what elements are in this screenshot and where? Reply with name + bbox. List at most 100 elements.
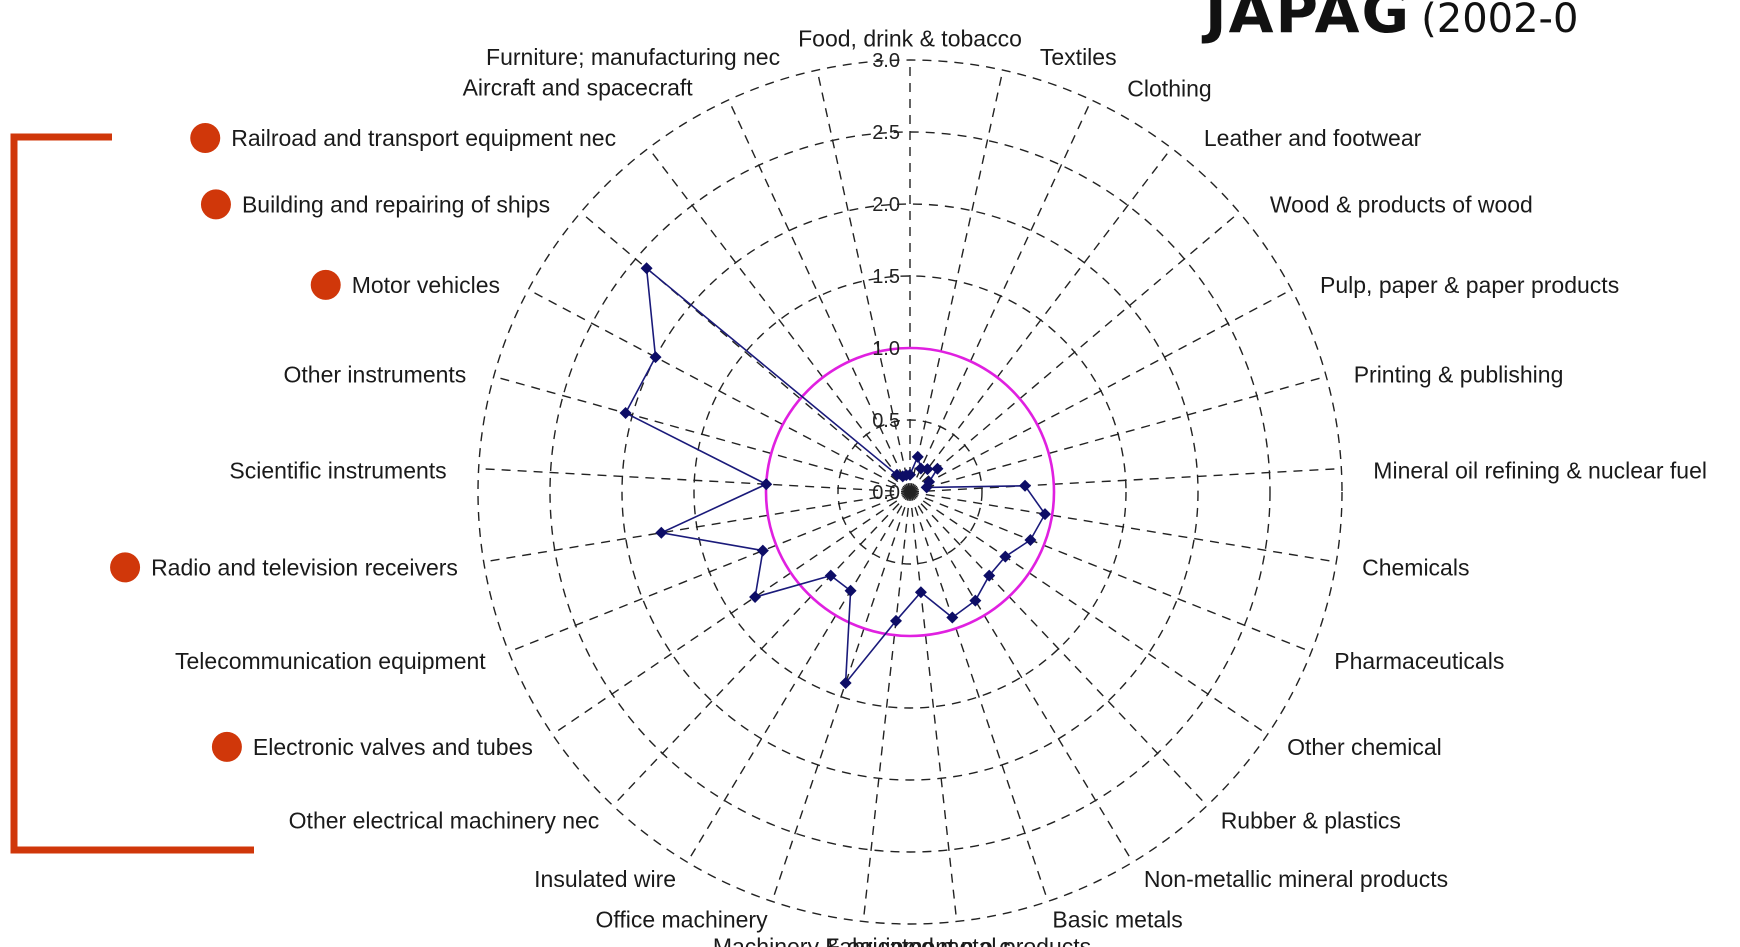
category-label-rubber-plastics: Rubber & plastics — [1221, 807, 1401, 833]
category-label-motor-vehicles: Motor vehicles — [352, 272, 500, 298]
point-radio-and-television-receivers — [655, 526, 668, 539]
radial-tick-label: 3.0 — [872, 50, 900, 72]
point-motor-vehicles — [649, 351, 662, 364]
grid-spoke-16 — [771, 491, 911, 902]
grid-spoke-24 — [527, 289, 911, 493]
grid-ring-4 — [621, 203, 1199, 781]
category-label-basic-metals: Basic metals — [1052, 906, 1182, 932]
category-label-radio-and-television-receivers: Radio and television receivers — [151, 554, 458, 580]
radial-tick-label: 2.0 — [872, 194, 900, 216]
grid-spoke-15 — [862, 491, 911, 922]
grid-spoke-1 — [909, 69, 1004, 493]
grid-spoke-22 — [478, 467, 911, 493]
grid-spoke-8 — [909, 491, 1337, 563]
point-fabricated-metal-products — [914, 586, 927, 599]
grid-spoke-6 — [909, 375, 1327, 493]
point-other-electrical-machinery-nec — [824, 569, 837, 582]
point-textiles — [911, 450, 924, 463]
grid-spoke-19 — [552, 491, 911, 736]
category-label-pulp-paper-paper-products: Pulp, paper & paper products — [1320, 272, 1619, 298]
highlight-dot-electronic-valves-and-tubes — [211, 731, 242, 762]
category-label-insulated-wire: Insulated wire — [534, 866, 676, 892]
highlight-dots — [110, 123, 341, 762]
grid-spoke-25 — [580, 211, 911, 493]
point-insulated-wire — [844, 584, 857, 597]
point-non-metallic-mineral-products — [969, 594, 982, 607]
category-label-electronic-valves-and-tubes: Electronic valves and tubes — [253, 734, 533, 760]
radial-tick-label: 2.5 — [872, 122, 900, 144]
grid-spoke-18 — [612, 491, 911, 807]
grid-spoke-9 — [909, 491, 1312, 653]
category-label-leather-and-footwear: Leather and footwear — [1204, 125, 1422, 151]
grid-spoke-2 — [909, 99, 1093, 493]
category-label-scientific-instruments: Scientific instruments — [229, 457, 446, 483]
highlight-dot-radio-and-television-receivers — [110, 552, 141, 583]
point-telecommunication-equipment — [756, 544, 769, 557]
radial-tick-label: 0.0 — [872, 482, 900, 504]
radial-tick-label: 1.0 — [872, 338, 900, 360]
category-label-mineral-oil-refining-nuclear-fuel: Mineral oil refining & nuclear fuel — [1373, 457, 1707, 483]
radial-tick-label: 1.5 — [872, 266, 900, 288]
highlight-dot-railroad-and-transport-equipment-nec — [190, 123, 221, 153]
grid-spoke-7 — [909, 467, 1342, 493]
grid-spoke-17 — [686, 491, 911, 863]
point-machinery-equipment-n-e-c — [889, 614, 902, 627]
grid-spoke-23 — [493, 375, 911, 493]
category-label-wood-products-of-wood: Wood & products of wood — [1270, 191, 1533, 217]
grid-spoke-21 — [483, 491, 911, 563]
category-label-non-metallic-mineral-products: Non-metallic mineral products — [1144, 866, 1448, 892]
highlight-dot-motor-vehicles — [310, 269, 341, 300]
point-leather-and-footwear — [921, 463, 934, 476]
category-label-other-instruments: Other instruments — [284, 362, 467, 388]
point-electronic-valves-and-tubes — [749, 591, 762, 604]
point-mineral-oil-refining-nuclear-fuel — [1019, 479, 1032, 492]
highlight-bracket — [10, 133, 254, 854]
grid-spoke-3 — [909, 147, 1172, 493]
category-label-furniture-manufacturing-nec: Furniture; manufacturing nec — [486, 44, 780, 70]
category-label-fabricated-metal-products: Fabricated metal products — [825, 933, 1091, 947]
category-label-pharmaceuticals: Pharmaceuticals — [1334, 648, 1504, 674]
grid-spoke-20 — [508, 491, 911, 653]
grid-spoke-28 — [816, 69, 911, 493]
grid-ring-3 — [693, 275, 1127, 709]
grid-ring-6 — [477, 59, 1343, 925]
category-labels: Food, drink & tobacco Textiles Clothing Lea… — [151, 26, 1707, 947]
grid-spoke-27 — [727, 99, 911, 493]
point-furniture-manufacturing-nec — [900, 469, 913, 482]
point-office-machinery — [839, 677, 852, 690]
category-label-other-chemical: Other chemical — [1287, 734, 1442, 760]
point-chemicals — [1038, 508, 1051, 521]
grid-ring-5 — [549, 131, 1271, 853]
point-printing-publishing — [920, 481, 933, 494]
chart-title-main: JAPAG — [1205, 0, 1412, 46]
radial-tick-label: 0.5 — [872, 410, 900, 432]
category-label-other-electrical-machinery-nec: Other electrical machinery nec — [289, 807, 600, 833]
category-label-office-machinery: Office machinery — [595, 906, 768, 932]
point-other-instruments — [619, 407, 632, 420]
reference-ring — [764, 346, 1056, 638]
point-building-and-repairing-of-ships — [640, 262, 653, 275]
chart-title: JAPAG (2002-0 — [1205, 0, 1578, 46]
reference-circle — [764, 346, 1056, 638]
category-label-food-drink-tobacco: Food, drink & tobacco — [798, 26, 1022, 52]
category-label-building-and-repairing-of-ships: Building and repairing of ships — [242, 191, 550, 217]
point-pharmaceuticals — [1024, 533, 1037, 546]
category-label-aircraft-and-spacecraft: Aircraft and spacecraft — [463, 75, 694, 101]
bracket-line — [10, 133, 254, 854]
category-label-clothing: Clothing — [1127, 75, 1211, 101]
data-points — [619, 262, 1051, 690]
grid-spoke-10 — [909, 491, 1268, 736]
category-label-railroad-and-transport-equipment-nec: Railroad and transport equipment nec — [231, 125, 616, 151]
radar-grid — [477, 59, 1343, 925]
category-label-chemicals: Chemicals — [1362, 554, 1469, 580]
highlight-dot-building-and-repairing-of-ships — [200, 189, 231, 220]
point-other-chemical — [999, 550, 1012, 563]
grid-spoke-13 — [909, 491, 1049, 902]
chart-title-sub: (2002-0 — [1421, 0, 1579, 42]
category-label-telecommunication-equipment: Telecommunication equipment — [175, 648, 486, 674]
grid-spoke-4 — [909, 211, 1240, 493]
category-label-textiles: Textiles — [1040, 44, 1117, 70]
category-label-printing-publishing: Printing & publishing — [1354, 362, 1564, 388]
radial-ticks: 0.0 0.5 1.0 1.5 2.0 2.5 3.0 — [872, 50, 900, 504]
